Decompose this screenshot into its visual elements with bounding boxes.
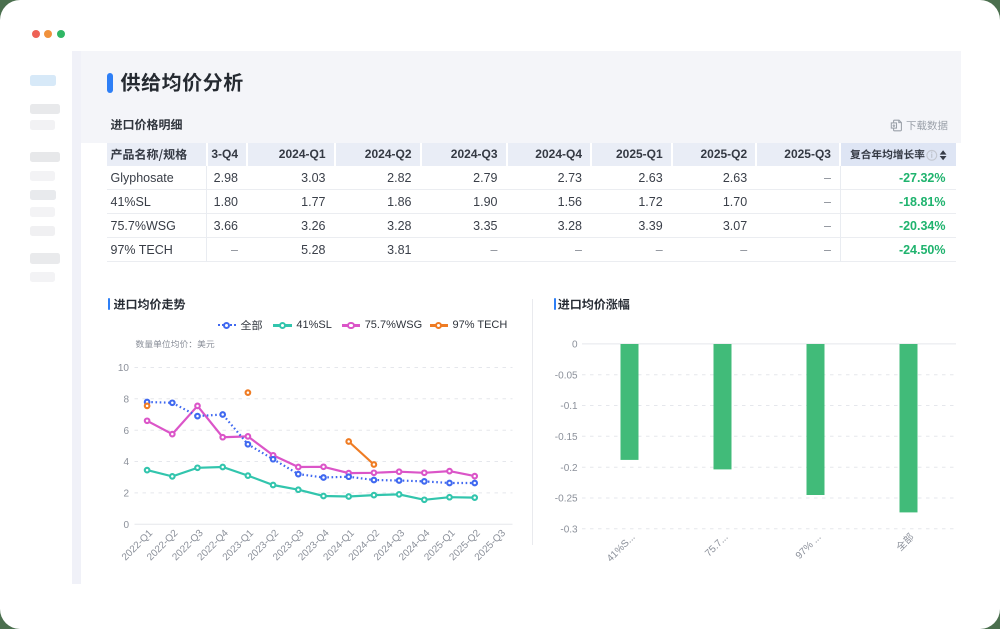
svg-text:-0.25: -0.25 [555,494,578,505]
svg-text:-0.3: -0.3 [560,525,578,536]
svg-text:-0.05: -0.05 [555,370,578,381]
svg-text:2: 2 [123,489,129,500]
svg-text:41%S...: 41%S... [605,532,638,565]
svg-text:8: 8 [123,395,129,406]
svg-text:-0.1: -0.1 [560,401,578,412]
svg-text:0: 0 [123,520,129,531]
svg-text:-0.2: -0.2 [560,463,578,474]
svg-text:97% ...: 97% ... [794,532,824,562]
svg-text:10: 10 [118,363,130,374]
svg-text:6: 6 [123,426,129,437]
svg-text:0: 0 [572,340,578,351]
svg-text:-0.15: -0.15 [555,432,578,443]
svg-text:75.7...: 75.7... [703,532,730,559]
svg-text:4: 4 [123,457,129,468]
